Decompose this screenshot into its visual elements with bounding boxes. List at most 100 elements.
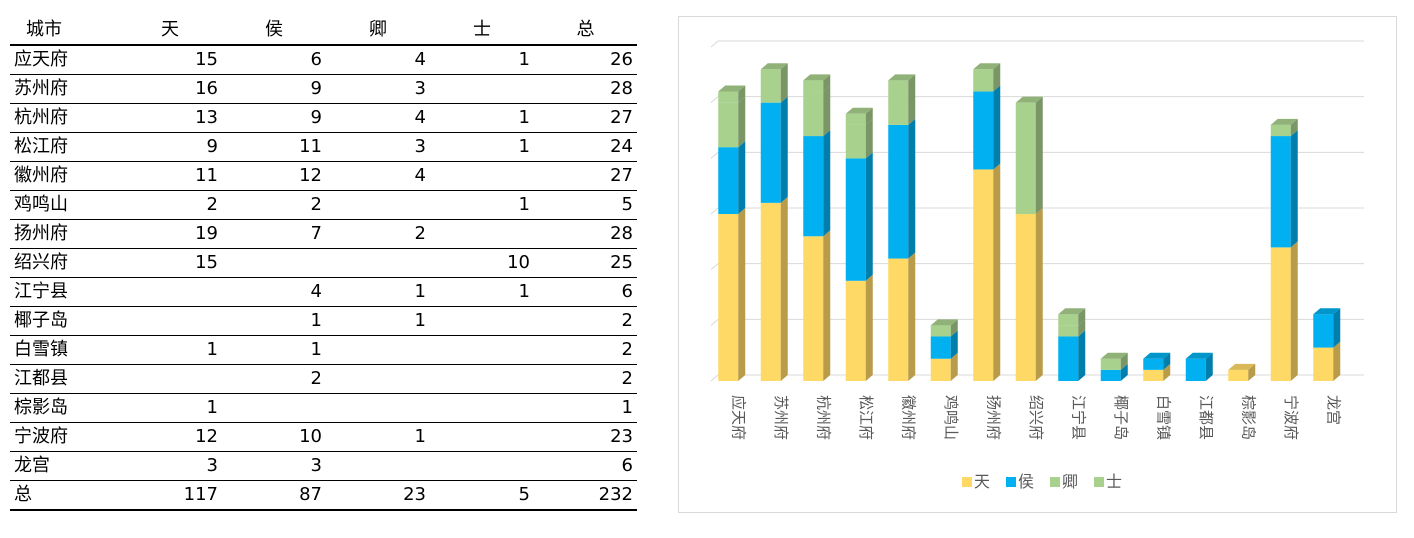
city-cell: 扬州府 [10,219,118,249]
value-cell: 1 [534,393,637,423]
value-cell [430,161,534,191]
value-cell: 10 [430,248,534,278]
value-cell: 1 [430,45,534,75]
stacked-column-chart: 应天府 苏州府 杭州府 松江府 徽州府 鸡鸣山 扬州府 绍兴府 江宁县 椰子岛 白雪镇 江都县 棕影岛 宁… [710,40,1364,491]
column-header: 士 [430,16,534,46]
bar-segment [803,136,824,237]
gridline-depth [710,263,719,271]
bar-segment [973,91,994,170]
bar-segment [1143,369,1164,381]
bar-segment-side [950,330,958,359]
table-row: 椰子岛 1 1 2 [10,306,637,336]
bar-segment-side [865,107,873,125]
table-row: 白雪镇 1 1 2 [10,335,637,365]
value-cell: 5 [430,480,534,511]
gridline-depth [710,40,719,48]
value-cell: 4 [326,45,430,75]
value-cell: 3 [326,74,430,104]
category-label: 应天府 [729,395,747,440]
value-cell [118,306,222,336]
bar-top-face [845,107,873,114]
legend-label: 侯 [1018,472,1034,491]
data-table: 城市天侯卿士总 应天府 15 6 4 1 26 苏州府 16 9 3 28 杭州府 13 9 4 1 27 松江府… [10,16,637,511]
legend-swatch [1006,477,1016,487]
value-cell [326,364,430,394]
table-row: 棕影岛 1 1 [10,393,637,423]
value-cell: 9 [118,132,222,162]
city-cell: 绍兴府 [10,248,118,278]
city-cell: 杭州府 [10,103,118,133]
bar-segment [803,80,824,92]
category-label: 扬州府 [984,395,1002,440]
bar-segment [718,91,739,103]
bar-segment [1015,214,1036,381]
value-cell [430,393,534,423]
value-cell: 1 [430,132,534,162]
value-cell [430,364,534,394]
value-cell: 9 [222,103,326,133]
bar-segment-side [993,85,1001,170]
value-cell: 12 [222,161,326,191]
value-cell: 3 [118,451,222,481]
value-cell: 2 [326,219,430,249]
bar-segment [803,91,824,137]
bar-top-face [803,74,831,81]
bar-segment [845,280,866,381]
city-cell: 应天府 [10,45,118,75]
bar-top-face [1185,352,1213,359]
category-label: 白雪镇 [1154,395,1172,440]
bar-top-face [760,63,788,70]
bar-segment [845,124,866,159]
bar-segment [1058,314,1079,326]
value-cell: 9 [222,74,326,104]
value-cell: 1 [326,306,430,336]
bar-segment [718,147,739,214]
bar-segment-side [1163,352,1171,370]
bar-segment [1015,102,1036,214]
category-label: 徽州府 [899,395,917,440]
value-cell: 7 [222,219,326,249]
table-row: 绍兴府 15 10 25 [10,248,637,278]
bar-segment-side [823,85,831,137]
city-cell: 鸡鸣山 [10,190,118,220]
value-cell: 2 [222,364,326,394]
value-cell: 6 [534,451,637,481]
category-label: 松江府 [857,395,875,440]
bar-top-face [888,74,916,81]
category-label: 鸡鸣山 [942,395,960,440]
bar-segment-side [823,130,831,237]
bar-segment [718,214,739,381]
value-cell [326,451,430,481]
chart-area: 应天府 苏州府 杭州府 松江府 徽州府 鸡鸣山 扬州府 绍兴府 江宁县 椰子岛 白雪镇 江都县 棕影岛 宁… [678,16,1397,513]
value-cell [326,335,430,365]
column-header: 侯 [222,16,326,46]
category-label: 杭州府 [814,395,832,440]
value-cell: 1 [430,190,534,220]
bar-segment-side [908,118,916,259]
gridline-depth [710,318,719,326]
bar-segment-side [738,141,746,214]
value-cell: 12 [118,422,222,452]
category-label: 棕影岛 [1239,395,1257,440]
city-cell: 宁波府 [10,422,118,452]
bar-segment-side [908,252,916,381]
bar-segment-side [1205,352,1213,381]
legend-swatch [1094,477,1104,487]
bar-segment [1313,347,1334,381]
bar-segment-side [738,85,746,103]
value-cell: 1 [430,277,534,307]
value-cell: 2 [534,306,637,336]
value-cell: 16 [118,74,222,104]
value-cell: 117 [118,480,222,511]
value-cell: 3 [326,132,430,162]
bar-segment [1228,369,1249,381]
bar-segment-side [823,74,831,92]
bar-top-face [973,63,1001,70]
bar-segment-side [1290,241,1298,381]
bar-segment [930,358,951,381]
value-cell: 5 [534,190,637,220]
table-row: 江宁县 4 1 1 6 [10,277,637,307]
value-cell: 1 [326,422,430,452]
city-cell: 椰子岛 [10,306,118,336]
value-cell: 23 [534,422,637,452]
